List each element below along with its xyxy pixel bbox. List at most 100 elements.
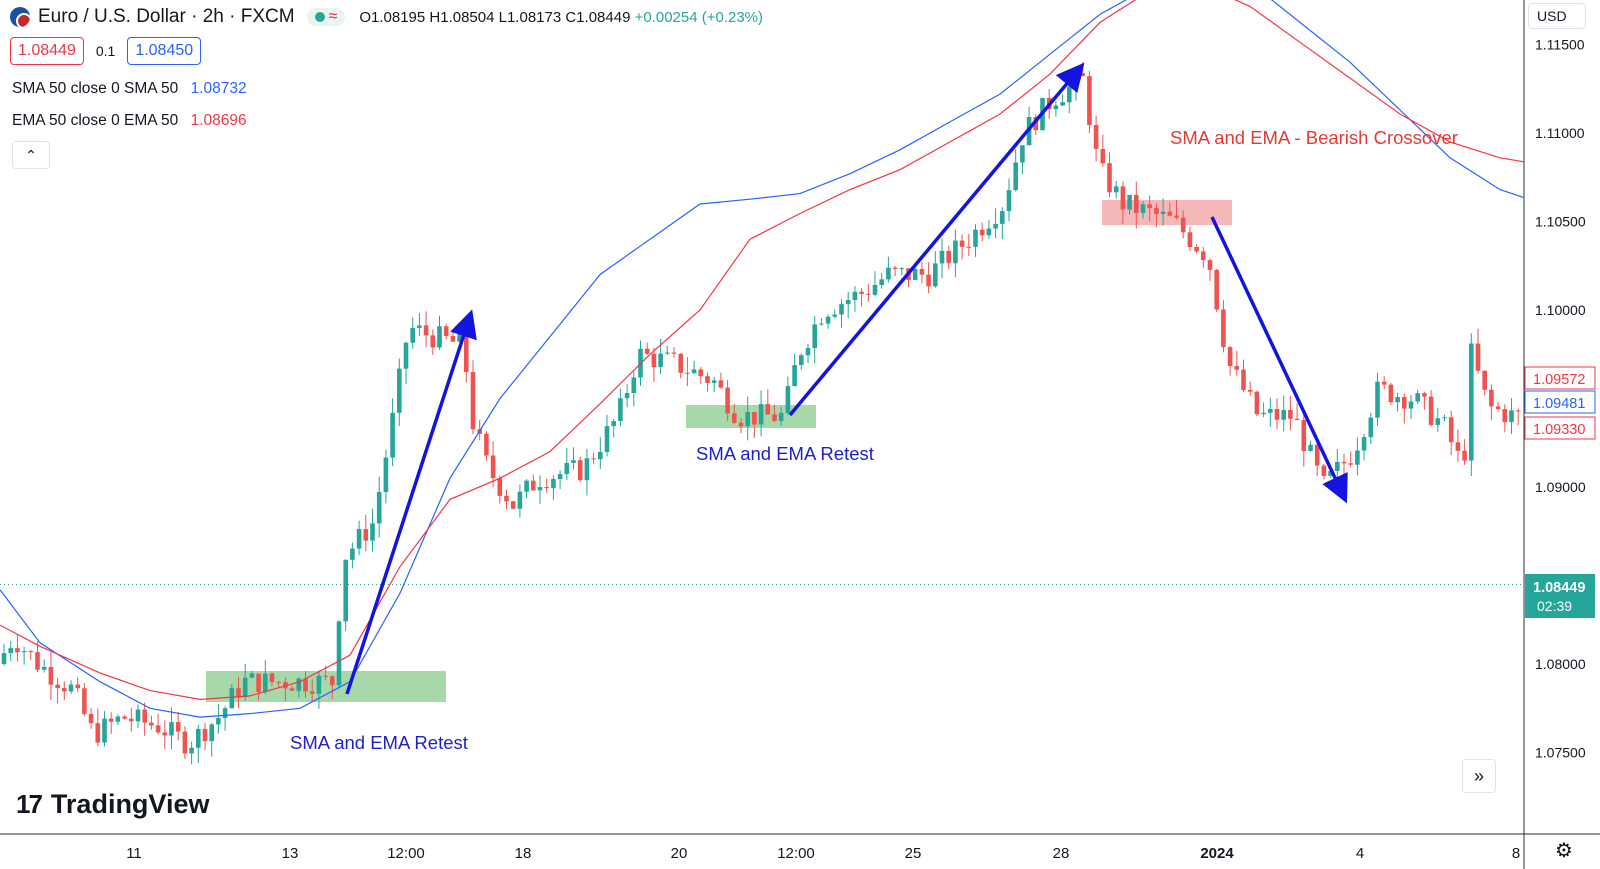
candle-body bbox=[376, 492, 382, 524]
collapse-legend-button[interactable]: ⌃ bbox=[12, 141, 50, 169]
indicator-sma-value: 1.08732 bbox=[190, 80, 247, 97]
candle bbox=[765, 389, 771, 415]
indicator-ema-legend[interactable]: EMA 50 close 0 EMA 50 1.08696 bbox=[12, 112, 247, 130]
candle bbox=[309, 679, 315, 702]
gear-icon[interactable]: ⚙ bbox=[1555, 840, 1573, 862]
candle bbox=[926, 262, 931, 294]
candle-body bbox=[618, 398, 623, 422]
candle-body bbox=[1087, 76, 1092, 126]
candle bbox=[1221, 300, 1226, 353]
bar-countdown: 02:39 bbox=[1537, 598, 1572, 614]
candle-body bbox=[691, 369, 697, 374]
candle bbox=[1381, 376, 1387, 390]
candle bbox=[718, 372, 724, 390]
candle bbox=[551, 475, 556, 500]
candle-body bbox=[825, 316, 831, 324]
candle bbox=[1241, 359, 1246, 393]
sell-price-button[interactable]: 1.08449 bbox=[10, 37, 84, 65]
candle-body bbox=[1080, 73, 1085, 77]
candle bbox=[417, 312, 422, 336]
candle bbox=[55, 677, 60, 704]
candle-body bbox=[1201, 251, 1206, 261]
candle-body bbox=[35, 652, 40, 670]
candle bbox=[263, 660, 268, 695]
candle-body bbox=[524, 480, 529, 492]
candle-body bbox=[229, 688, 235, 709]
candle bbox=[758, 390, 764, 437]
candle-body bbox=[926, 274, 931, 287]
candle-body bbox=[879, 279, 884, 285]
candle bbox=[484, 430, 489, 461]
candle bbox=[269, 672, 275, 687]
candle-body bbox=[1294, 418, 1300, 421]
candle-body bbox=[48, 666, 54, 685]
candle-body bbox=[993, 223, 998, 229]
candle bbox=[1053, 101, 1059, 117]
candle-body bbox=[624, 393, 630, 399]
candle-body bbox=[1268, 409, 1273, 413]
candle bbox=[1388, 382, 1394, 406]
last-price-label: 1.08449 02:39 bbox=[1525, 574, 1595, 618]
candle bbox=[644, 342, 650, 356]
candle-body bbox=[1214, 269, 1219, 310]
candle-body bbox=[665, 352, 670, 354]
buy-price-button[interactable]: 1.08450 bbox=[127, 37, 202, 65]
candle-body bbox=[383, 457, 389, 493]
candle bbox=[1160, 198, 1166, 226]
candle bbox=[899, 267, 905, 276]
candle bbox=[1294, 403, 1300, 421]
candle-body bbox=[1435, 418, 1441, 425]
tradingview-logo-icon: 17 bbox=[16, 789, 43, 819]
candle bbox=[1174, 199, 1179, 220]
candle-body bbox=[1174, 215, 1179, 218]
candle-body bbox=[1167, 211, 1173, 216]
bid-ask-panel: 1.08449 0.1 1.08450 bbox=[10, 37, 202, 65]
candle bbox=[825, 314, 831, 329]
scroll-to-realtime-button[interactable]: » bbox=[1462, 759, 1496, 793]
candle-body bbox=[403, 342, 409, 369]
candle bbox=[738, 417, 744, 434]
candle bbox=[1395, 392, 1400, 412]
candle bbox=[665, 345, 670, 355]
market-status-pill[interactable]: ≈ bbox=[306, 8, 346, 26]
candle bbox=[892, 266, 898, 277]
candle bbox=[711, 376, 717, 393]
indicator-sma-legend[interactable]: SMA 50 close 0 SMA 50 1.08732 bbox=[12, 80, 247, 98]
candle-body bbox=[222, 708, 228, 719]
candle bbox=[1261, 402, 1266, 418]
candle-body bbox=[537, 487, 543, 491]
candle bbox=[68, 680, 74, 695]
candle-body bbox=[316, 675, 322, 694]
spread-value: 0.1 bbox=[95, 43, 116, 59]
candle bbox=[21, 646, 27, 665]
candle-body bbox=[651, 353, 657, 368]
symbol-title[interactable]: Euro / U.S. Dollar · 2h · FXCM bbox=[38, 6, 295, 27]
annotation-label: SMA and EMA Retest bbox=[290, 732, 468, 753]
y-tick-label: 1.10500 bbox=[1535, 214, 1586, 230]
candle-body bbox=[15, 648, 20, 653]
candle-body bbox=[799, 355, 804, 366]
candle bbox=[1462, 439, 1467, 465]
candle bbox=[1288, 396, 1293, 431]
candle bbox=[819, 317, 824, 326]
candle bbox=[1247, 381, 1253, 396]
ema-line bbox=[0, 0, 1525, 701]
candle-body bbox=[933, 263, 938, 287]
candle bbox=[624, 384, 630, 408]
candle-body bbox=[966, 246, 972, 248]
candle bbox=[879, 272, 884, 289]
candle bbox=[1301, 409, 1307, 467]
trend-arrow-1 bbox=[345, 309, 477, 695]
candle bbox=[792, 353, 797, 387]
candle bbox=[1422, 391, 1427, 410]
candle-body bbox=[1120, 186, 1126, 210]
candle-body bbox=[169, 722, 174, 736]
currency-selector[interactable]: USD bbox=[1528, 3, 1586, 29]
candle-body bbox=[182, 731, 188, 754]
candle-body bbox=[135, 709, 141, 722]
price-axis-label-text: 1.09481 bbox=[1533, 396, 1585, 412]
candle-body bbox=[1127, 194, 1132, 210]
candle-body bbox=[1160, 211, 1166, 214]
candle-body bbox=[155, 725, 161, 733]
